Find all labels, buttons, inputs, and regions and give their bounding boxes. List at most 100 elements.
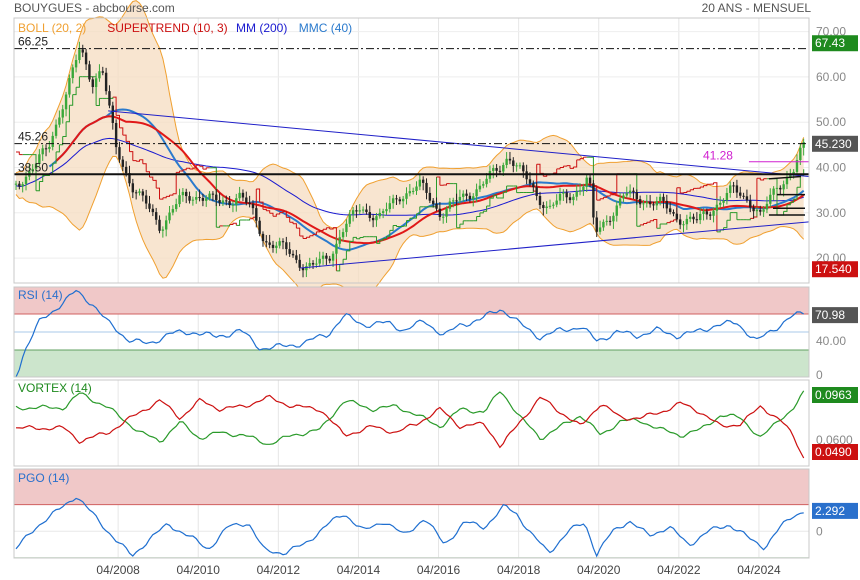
supertrend-segment xyxy=(269,212,274,217)
candle-body xyxy=(54,124,58,136)
x-tick-label: 04/2012 xyxy=(257,563,301,577)
supertrend-segment xyxy=(797,175,801,188)
supertrend-segment xyxy=(566,165,571,169)
candle-body xyxy=(321,255,325,259)
supertrend-segment xyxy=(403,220,407,227)
supertrend-segment xyxy=(656,224,661,229)
candle-body xyxy=(238,192,241,199)
candle-body xyxy=(485,178,488,185)
candle-body xyxy=(148,203,151,209)
candle-body xyxy=(118,147,121,160)
rsi-y-tick: 0 xyxy=(816,368,823,382)
candle-body xyxy=(198,196,201,199)
candle-body xyxy=(662,196,665,201)
candle-body xyxy=(562,192,565,194)
supertrend-segment xyxy=(149,176,154,181)
candle-body xyxy=(618,198,622,206)
candle-body xyxy=(74,60,78,68)
candle-body xyxy=(261,233,265,242)
candle-body xyxy=(411,190,415,192)
candle-body xyxy=(722,200,725,203)
candle-body xyxy=(38,154,41,164)
candle-body xyxy=(385,209,388,212)
candle-body xyxy=(575,191,578,197)
candle-body xyxy=(762,209,765,212)
candle-body xyxy=(398,199,402,202)
bollinger-band-fill xyxy=(16,0,804,300)
x-tick-label: 04/2020 xyxy=(577,563,621,577)
supertrend-segment xyxy=(787,202,791,206)
candle-body xyxy=(522,165,525,172)
candle-body xyxy=(391,198,395,204)
x-tick-label: 04/2022 xyxy=(657,563,701,577)
candle-body xyxy=(175,204,178,210)
supertrend-segment xyxy=(172,172,177,195)
candle-body xyxy=(48,146,51,149)
candle-body xyxy=(104,72,108,92)
candle-body xyxy=(241,192,245,198)
candle-body xyxy=(201,198,205,201)
candle-body xyxy=(652,204,655,206)
supertrend-segment xyxy=(156,187,160,200)
candle-body xyxy=(622,195,625,199)
price-badge-label: 45.230 xyxy=(815,137,852,151)
candle-body xyxy=(24,176,28,185)
candle-body xyxy=(128,173,131,184)
candle-body xyxy=(215,194,218,201)
candle-body xyxy=(638,199,642,205)
candle-body xyxy=(134,192,138,194)
candle-body xyxy=(719,202,722,205)
supertrend-segment xyxy=(286,216,291,223)
candle-body xyxy=(271,244,275,248)
supertrend-segment xyxy=(383,236,387,239)
legend-entry: MM (200) xyxy=(236,21,287,35)
candle-body xyxy=(91,79,94,88)
candle-body xyxy=(351,210,355,215)
candle-body xyxy=(318,258,321,264)
rsi-badge: 70.98 xyxy=(812,307,858,324)
candle-body xyxy=(355,210,358,212)
candle-body xyxy=(495,168,498,171)
candle-body xyxy=(502,164,505,172)
supertrend-segment xyxy=(139,159,144,164)
supertrend-segment xyxy=(69,94,74,106)
red-average-line xyxy=(55,115,805,245)
candle-body xyxy=(538,195,542,206)
candle-body xyxy=(298,259,301,268)
supertrend-segment xyxy=(373,236,377,244)
mmc40-line xyxy=(48,108,805,251)
vortex-frame xyxy=(13,379,810,467)
candle-body xyxy=(795,160,799,172)
candle-body xyxy=(528,179,532,184)
supertrend-segment xyxy=(513,185,518,193)
candle-body xyxy=(665,200,669,209)
candle-body xyxy=(625,193,628,196)
mm200-line xyxy=(15,137,804,216)
supertrend-segment xyxy=(299,235,304,239)
candle-body xyxy=(692,216,695,220)
candle-body xyxy=(151,208,155,213)
supertrend-segment xyxy=(413,213,417,219)
candle-body xyxy=(548,205,552,207)
candle-body xyxy=(759,209,762,212)
candle-body xyxy=(108,91,111,106)
candle-body xyxy=(512,160,515,166)
candle-body xyxy=(765,203,769,210)
candle-body xyxy=(582,186,585,191)
candle-body xyxy=(769,194,772,204)
candle-body xyxy=(295,255,298,260)
candle-body xyxy=(685,218,689,225)
candle-body xyxy=(782,184,785,190)
candle-body xyxy=(205,198,208,201)
x-tick-label: 04/2024 xyxy=(737,563,781,577)
candle-body xyxy=(482,184,485,186)
level-label: 66.25 xyxy=(18,35,48,49)
candle-body xyxy=(602,221,605,228)
candle-body xyxy=(268,242,271,245)
price-y-tick: 40.00 xyxy=(816,160,846,174)
vortex-legend: VORTEX (14) xyxy=(18,381,92,395)
candle-body xyxy=(688,216,692,219)
supertrend-segment xyxy=(72,87,77,96)
candle-body xyxy=(388,203,392,210)
candle-body xyxy=(178,195,181,205)
